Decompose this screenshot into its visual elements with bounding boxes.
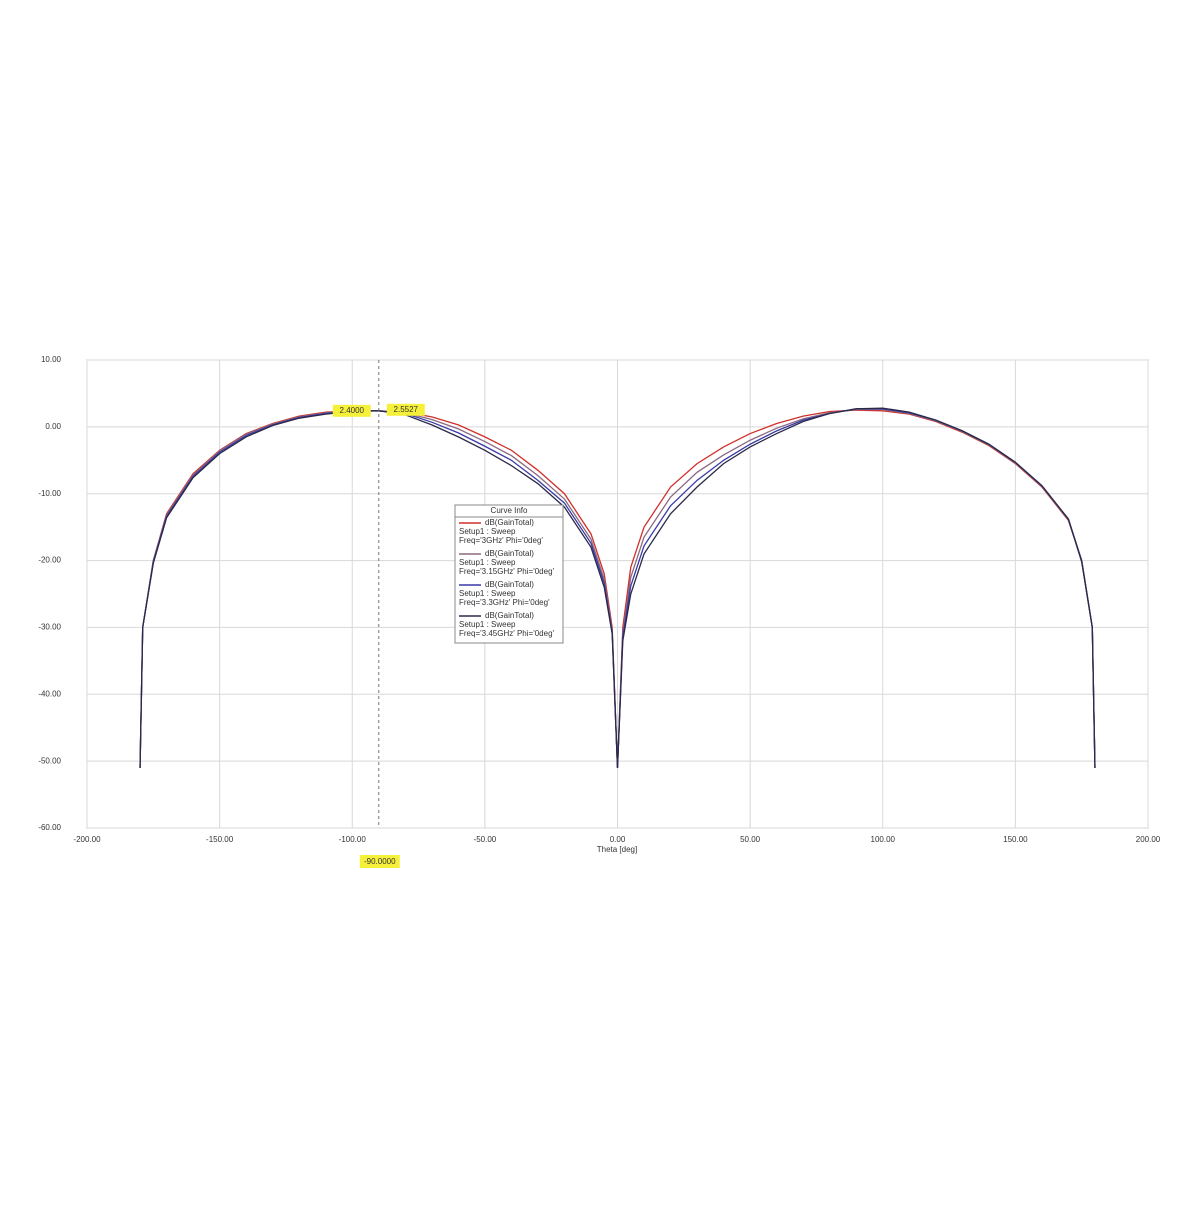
x-tick-label: 50.00 bbox=[740, 835, 761, 844]
y-tick-label: 0.00 bbox=[45, 422, 61, 431]
x-tick-label: 100.00 bbox=[871, 835, 896, 844]
legend-setup: Setup1 : Sweep bbox=[459, 589, 516, 598]
marker-value-box bbox=[386, 403, 425, 416]
marker-x-box bbox=[359, 855, 400, 868]
legend-params: Freq='3GHz' Phi='0deg' bbox=[459, 536, 543, 545]
y-tick-label: -20.00 bbox=[38, 556, 61, 565]
legend-params: Freq='3.15GHz' Phi='0deg' bbox=[459, 567, 555, 576]
x-tick-label: 200.00 bbox=[1136, 835, 1161, 844]
legend-name: dB(GainTotal) bbox=[485, 580, 534, 589]
marker-x-label: -90.0000 bbox=[364, 857, 396, 866]
y-tick-label: -30.00 bbox=[38, 623, 61, 632]
y-tick-label: -40.00 bbox=[38, 689, 61, 698]
x-tick-label: -100.00 bbox=[339, 835, 367, 844]
x-tick-label: -200.00 bbox=[73, 835, 101, 844]
x-tick-label: -50.00 bbox=[474, 835, 497, 844]
legend-box bbox=[454, 504, 564, 644]
marker-value-label: 2.5527 bbox=[394, 405, 419, 414]
legend-name: dB(GainTotal) bbox=[485, 549, 534, 558]
legend-title: Curve Info bbox=[491, 506, 528, 515]
legend-setup: Setup1 : Sweep bbox=[459, 527, 516, 536]
legend-name: dB(GainTotal) bbox=[485, 518, 534, 527]
x-tick-label: 0.00 bbox=[610, 835, 626, 844]
x-axis-label: Theta [deg] bbox=[597, 845, 637, 854]
legend-setup: Setup1 : Sweep bbox=[459, 620, 516, 629]
legend-params: Freq='3.3GHz' Phi='0deg' bbox=[459, 598, 550, 607]
legend-setup: Setup1 : Sweep bbox=[459, 558, 516, 567]
series-line bbox=[139, 407, 1096, 768]
y-tick-label: -60.00 bbox=[38, 823, 61, 832]
legend-params: Freq='3.45GHz' Phi='0deg' bbox=[459, 629, 555, 638]
x-tick-label: -150.00 bbox=[206, 835, 234, 844]
y-tick-label: -50.00 bbox=[38, 756, 61, 765]
y-tick-label: 10.00 bbox=[41, 355, 62, 364]
marker-value-box bbox=[332, 404, 371, 417]
x-tick-label: 150.00 bbox=[1003, 835, 1028, 844]
legend-name: dB(GainTotal) bbox=[485, 611, 534, 620]
marker-value-label: 2.4000 bbox=[340, 406, 365, 415]
y-tick-label: -10.00 bbox=[38, 489, 61, 498]
